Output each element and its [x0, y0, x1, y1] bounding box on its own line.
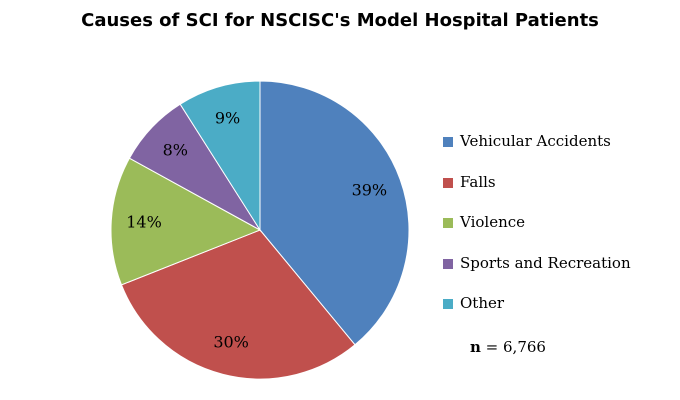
legend: Vehicular Accidents Falls Violence Sports a… [443, 132, 631, 335]
legend-label: Falls [460, 172, 496, 191]
sample-size-note: n = 6,766 [470, 338, 546, 356]
chart-title: Causes of SCI for NSCISC's Model Hospita… [81, 10, 599, 31]
legend-label: Vehicular Accidents [460, 132, 611, 150]
legend-swatch [443, 299, 453, 309]
slice-label-other: 9% [215, 108, 240, 127]
sample-size-symbol: n [470, 338, 481, 356]
legend-label: Sports and Recreation [460, 253, 631, 272]
slice-label-violence: 14% [126, 213, 162, 232]
sample-size-value: = 6,766 [480, 338, 546, 356]
pie-slice-vehicular-accidents [259, 80, 410, 346]
legend-swatch [443, 258, 453, 269]
legend-item-falls: Falls [443, 173, 631, 214]
legend-label: Violence [460, 213, 526, 231]
legend-item-vehicular-accidents: Vehicular Accidents [443, 132, 631, 173]
pie-slice-falls [120, 229, 356, 380]
slice-label-vehicular-accidents: 39% [352, 181, 388, 200]
slice-label-sports-and-recreation: 8% [163, 140, 188, 159]
legend-label: Other [460, 294, 505, 312]
legend-swatch [443, 177, 453, 188]
legend-item-other: Other [443, 294, 631, 335]
legend-item-sports-and-recreation: Sports and Recreation [443, 254, 631, 295]
slice-label-falls: 30% [213, 333, 249, 352]
pie-slice-other [179, 80, 261, 232]
legend-swatch [443, 137, 453, 147]
legend-item-violence: Violence [443, 213, 631, 254]
pie-slice-violence [110, 157, 262, 286]
legend-swatch [443, 218, 453, 228]
